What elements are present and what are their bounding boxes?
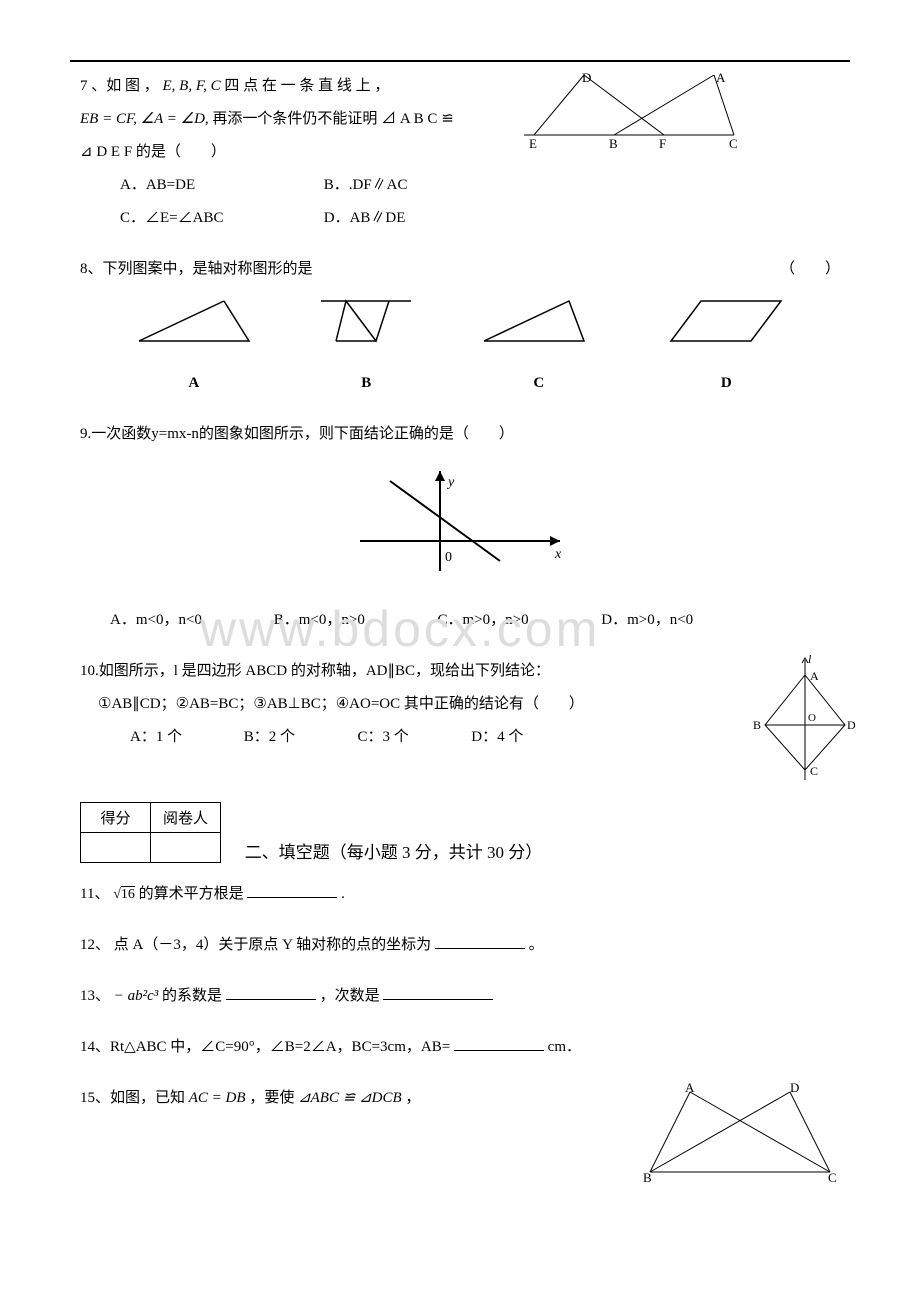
q10-optD: D：4 个 xyxy=(471,721,581,754)
q9-optD: D．m>0，n<0 xyxy=(601,604,761,637)
question-8: 8、下列图案中，是轴对称图形的是 （ ） A B C D xyxy=(80,253,840,400)
question-15: 15、如图，已知 AC = DB ，要使 ⊿ABC ≌ ⊿DCB ， A D B… xyxy=(80,1082,840,1115)
svg-text:F: F xyxy=(659,136,666,150)
q7-optB: B．.DF∥AC xyxy=(324,169,524,202)
svg-text:B: B xyxy=(643,1170,652,1182)
q10-optC: C：3 个 xyxy=(358,721,468,754)
q8-shape-b: B xyxy=(316,296,416,400)
q7-math2: EB = CF, ∠A = ∠D, xyxy=(80,111,209,127)
q7-figure: D A E B F C xyxy=(524,70,744,150)
q8-text: 8、下列图案中，是轴对称图形的是 xyxy=(80,253,313,286)
svg-text:x: x xyxy=(554,547,562,562)
svg-text:B: B xyxy=(753,718,761,732)
q10-optA: A：1 个 xyxy=(130,721,240,754)
blank xyxy=(454,1035,544,1051)
top-rule xyxy=(70,60,850,62)
svg-text:A: A xyxy=(685,1082,695,1095)
svg-text:l: l xyxy=(808,655,812,666)
question-10: 10.如图所示，l 是四边形 ABCD 的对称轴，AD∥BC，现给出下列结论： … xyxy=(80,655,840,754)
blank xyxy=(435,933,525,949)
q9-graph: y x 0 xyxy=(340,461,580,581)
q15-figure: A D B C xyxy=(640,1082,840,1182)
svg-text:O: O xyxy=(808,712,816,724)
svg-text:C: C xyxy=(810,764,818,778)
svg-text:B: B xyxy=(609,136,618,150)
svg-text:D: D xyxy=(582,70,591,85)
q7-optC: C．∠E=∠ABC xyxy=(120,202,320,235)
q10-optB: B：2 个 xyxy=(244,721,354,754)
blank xyxy=(383,984,493,1000)
svg-text:C: C xyxy=(828,1170,837,1182)
q10-figure: l A B D C O xyxy=(750,655,860,785)
q7-text2: 再添一个条件仍不能证明 ⊿ A B C ≌ xyxy=(212,111,453,127)
q7-text3: ⊿ D E F 的是（ ） xyxy=(80,144,226,160)
q8-shape-a: A xyxy=(129,296,259,400)
section-title: 二、填空题（每小题 3 分，共计 30 分） xyxy=(245,838,543,863)
q7-text1: 四 点 在 一 条 直 线 上 ， xyxy=(224,78,389,94)
q9-optA: A．m<0，n<0 xyxy=(110,604,270,637)
q7-num: 7 、如 图 ， xyxy=(80,78,159,94)
section-2-header: 得分阅卷人 二、填空题（每小题 3 分，共计 30 分） xyxy=(80,772,840,863)
blank xyxy=(226,984,316,1000)
score-table: 得分阅卷人 xyxy=(80,802,221,863)
svg-text:A: A xyxy=(716,70,726,85)
question-14: 14、Rt△ABC 中，∠C=90°，∠B=2∠A，BC=3cm，AB= cm． xyxy=(80,1031,840,1064)
question-9: 9.一次函数y=mx-n的图象如图所示，则下面结论正确的是（ ） y x 0 A… xyxy=(80,418,840,637)
question-13: 13、 − ab²c³ 的系数是 ，次数是 xyxy=(80,980,840,1013)
svg-text:C: C xyxy=(729,136,738,150)
svg-text:D: D xyxy=(847,718,856,732)
q8-paren: （ ） xyxy=(780,253,840,286)
q10-text: 10.如图所示，l 是四边形 ABCD 的对称轴，AD∥BC，现给出下列结论： xyxy=(80,655,840,688)
question-12: 12、 点 A（－3，4）关于原点 Y 轴对称的点的坐标为 。 xyxy=(80,929,840,962)
q7-optA: A．AB=DE xyxy=(120,169,320,202)
svg-text:D: D xyxy=(790,1082,799,1095)
q8-shape-d: D xyxy=(661,296,791,400)
q9-text: 9.一次函数y=mx-n的图象如图所示，则下面结论正确的是（ ） xyxy=(80,418,840,451)
q10-conds: ①AB∥CD；②AB=BC；③AB⊥BC；④AO=OC 其中正确的结论有（ ） xyxy=(98,688,840,721)
svg-text:E: E xyxy=(529,136,537,150)
q9-optB: B．m<0，n>0 xyxy=(274,604,434,637)
svg-text:A: A xyxy=(810,669,819,683)
q7-optD: D．AB∥DE xyxy=(324,202,524,235)
svg-text:y: y xyxy=(446,475,455,490)
svg-text:0: 0 xyxy=(445,550,452,565)
blank xyxy=(247,882,337,898)
question-7: 7 、如 图 ， E, B, F, C 四 点 在 一 条 直 线 上 ， EB… xyxy=(80,70,840,235)
q8-shape-c: C xyxy=(474,296,604,400)
question-11: 11、 √16 的算术平方根是 . xyxy=(80,878,840,911)
q7-math1: E, B, F, C xyxy=(163,78,221,94)
q9-optC: C．m>0，n>0 xyxy=(438,604,598,637)
